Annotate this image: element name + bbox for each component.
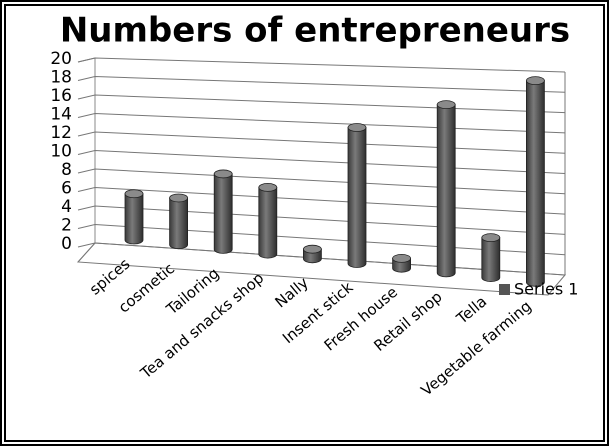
x-tick-label: Nally	[271, 273, 311, 311]
bar	[258, 187, 278, 259]
y-tick-label: 20	[50, 49, 72, 69]
grid-line	[77, 168, 566, 195]
bar-top	[436, 100, 456, 110]
y-tick-label: 12	[50, 123, 72, 143]
grid-line	[77, 186, 566, 215]
y-tick-label: 0	[61, 234, 72, 254]
bar	[169, 197, 188, 250]
grid-line	[77, 94, 566, 114]
bar	[526, 80, 545, 287]
grid-line	[77, 131, 566, 154]
legend-label: Series 1	[514, 280, 578, 299]
chart-title: Numbers of entrepreneurs	[60, 11, 570, 51]
y-tick-label: 4	[61, 197, 72, 217]
grid-line	[77, 57, 566, 73]
bar-top	[213, 169, 233, 179]
bar	[213, 173, 233, 254]
bar-top	[258, 183, 278, 192]
side-wall	[77, 57, 96, 263]
grid-line	[77, 205, 566, 235]
grid-line	[77, 149, 566, 174]
inner-border	[4, 4, 605, 442]
bar	[124, 193, 144, 245]
bar-top	[481, 233, 501, 243]
grid-line	[77, 223, 566, 256]
y-tick-label: 8	[61, 160, 72, 180]
y-tick-label: 2	[61, 216, 72, 236]
bar-top	[392, 253, 412, 263]
y-tick-label: 14	[50, 105, 72, 125]
bar	[481, 237, 501, 282]
bar-top	[124, 189, 144, 199]
x-tick-label: Tella	[452, 292, 490, 328]
floor	[76, 242, 567, 296]
y-tick-label: 16	[50, 86, 72, 106]
y-tick-label: 18	[50, 68, 72, 88]
legend-swatch	[499, 284, 510, 295]
bar	[436, 104, 456, 278]
bar-top	[347, 123, 367, 132]
bar-top	[526, 76, 545, 86]
y-tick-label: 6	[61, 179, 72, 199]
bar	[347, 127, 367, 268]
grid-line	[77, 112, 566, 134]
y-tick-label: 10	[50, 142, 72, 162]
bar-top	[302, 244, 322, 254]
bar-top	[169, 193, 189, 203]
grid-line	[77, 75, 566, 93]
